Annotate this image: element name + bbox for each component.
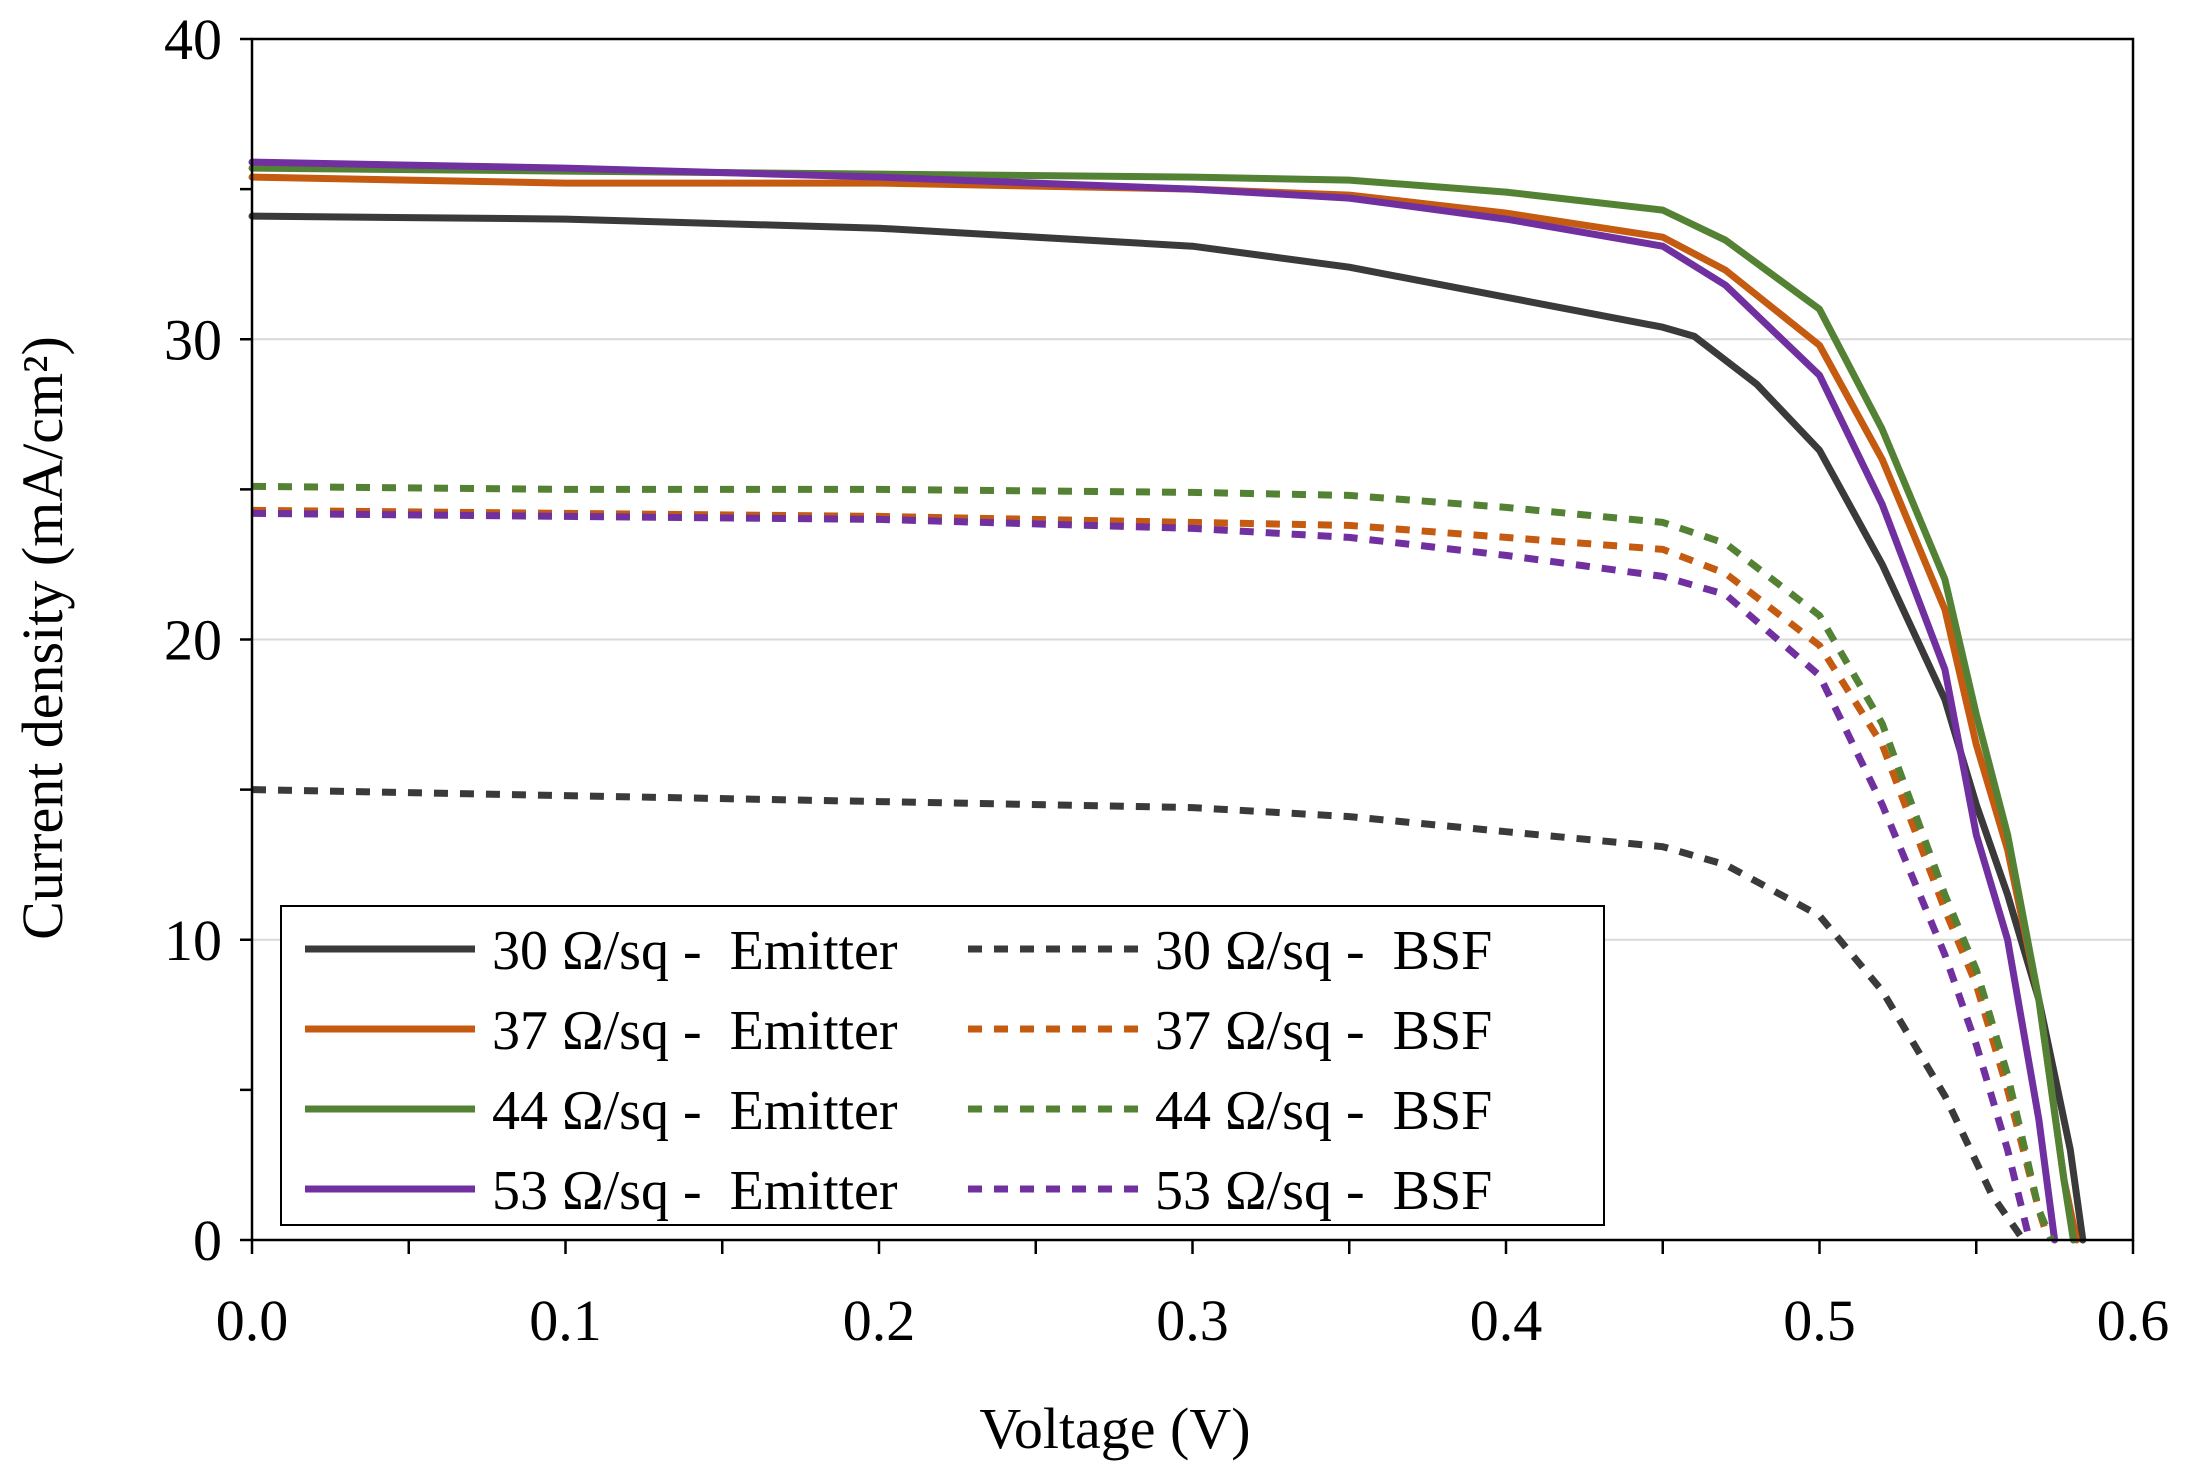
- legend-box: [280, 905, 1605, 1226]
- legend-label: 44 Ω/sq - Emitter: [492, 1080, 898, 1142]
- x-tick-label: 0.6: [2097, 1288, 2170, 1353]
- y-tick-label: 0: [193, 1208, 222, 1273]
- legend-label: 53 Ω/sq - Emitter: [492, 1160, 898, 1222]
- x-tick-label: 0.5: [1783, 1288, 1856, 1353]
- axes: 0 10 20 30 40 0.0 0.1 0.2 0.3 0.4 0.5 0.6: [164, 7, 2169, 1353]
- y-tick-label: 40: [164, 7, 222, 72]
- legend-label: 44 Ω/sq - BSF: [1155, 1080, 1492, 1142]
- x-tick-label: 0.0: [216, 1288, 289, 1353]
- legend: 30 Ω/sq - Emitter 37 Ω/sq - Emitter 44 Ω/s…: [280, 905, 1605, 1226]
- x-axis-label: Voltage (V): [979, 1396, 1250, 1461]
- legend-label: 37 Ω/sq - BSF: [1155, 1000, 1492, 1062]
- legend-label: 30 Ω/sq - BSF: [1155, 920, 1492, 982]
- series-lines: [248, 158, 2087, 1244]
- y-tick-label: 20: [164, 608, 222, 673]
- legend-label: 53 Ω/sq - BSF: [1155, 1160, 1492, 1222]
- y-axis-label: Current density (mA/cm²): [10, 336, 75, 940]
- series-line-7: [251, 482, 2055, 1242]
- series-line-5: [251, 786, 2027, 1243]
- x-tick-label: 0.3: [1156, 1288, 1229, 1353]
- y-tick-label: 10: [164, 908, 222, 973]
- series-line-1: [248, 212, 2087, 1244]
- legend-label: 37 Ω/sq - Emitter: [492, 1000, 898, 1062]
- series-line-4: [248, 158, 2059, 1244]
- series-line-6: [251, 506, 2052, 1242]
- series-line-8: [251, 509, 2033, 1241]
- legend-label: 30 Ω/sq - Emitter: [492, 920, 898, 982]
- grid-lines: [252, 338, 2133, 941]
- x-tick-label: 0.4: [1470, 1288, 1543, 1353]
- x-tick-label: 0.1: [529, 1288, 602, 1353]
- series-line-3: [248, 164, 2077, 1244]
- y-tick-label: 30: [164, 307, 222, 372]
- plot-area-border: [250, 37, 2135, 1242]
- x-tick-label: 0.2: [843, 1288, 916, 1353]
